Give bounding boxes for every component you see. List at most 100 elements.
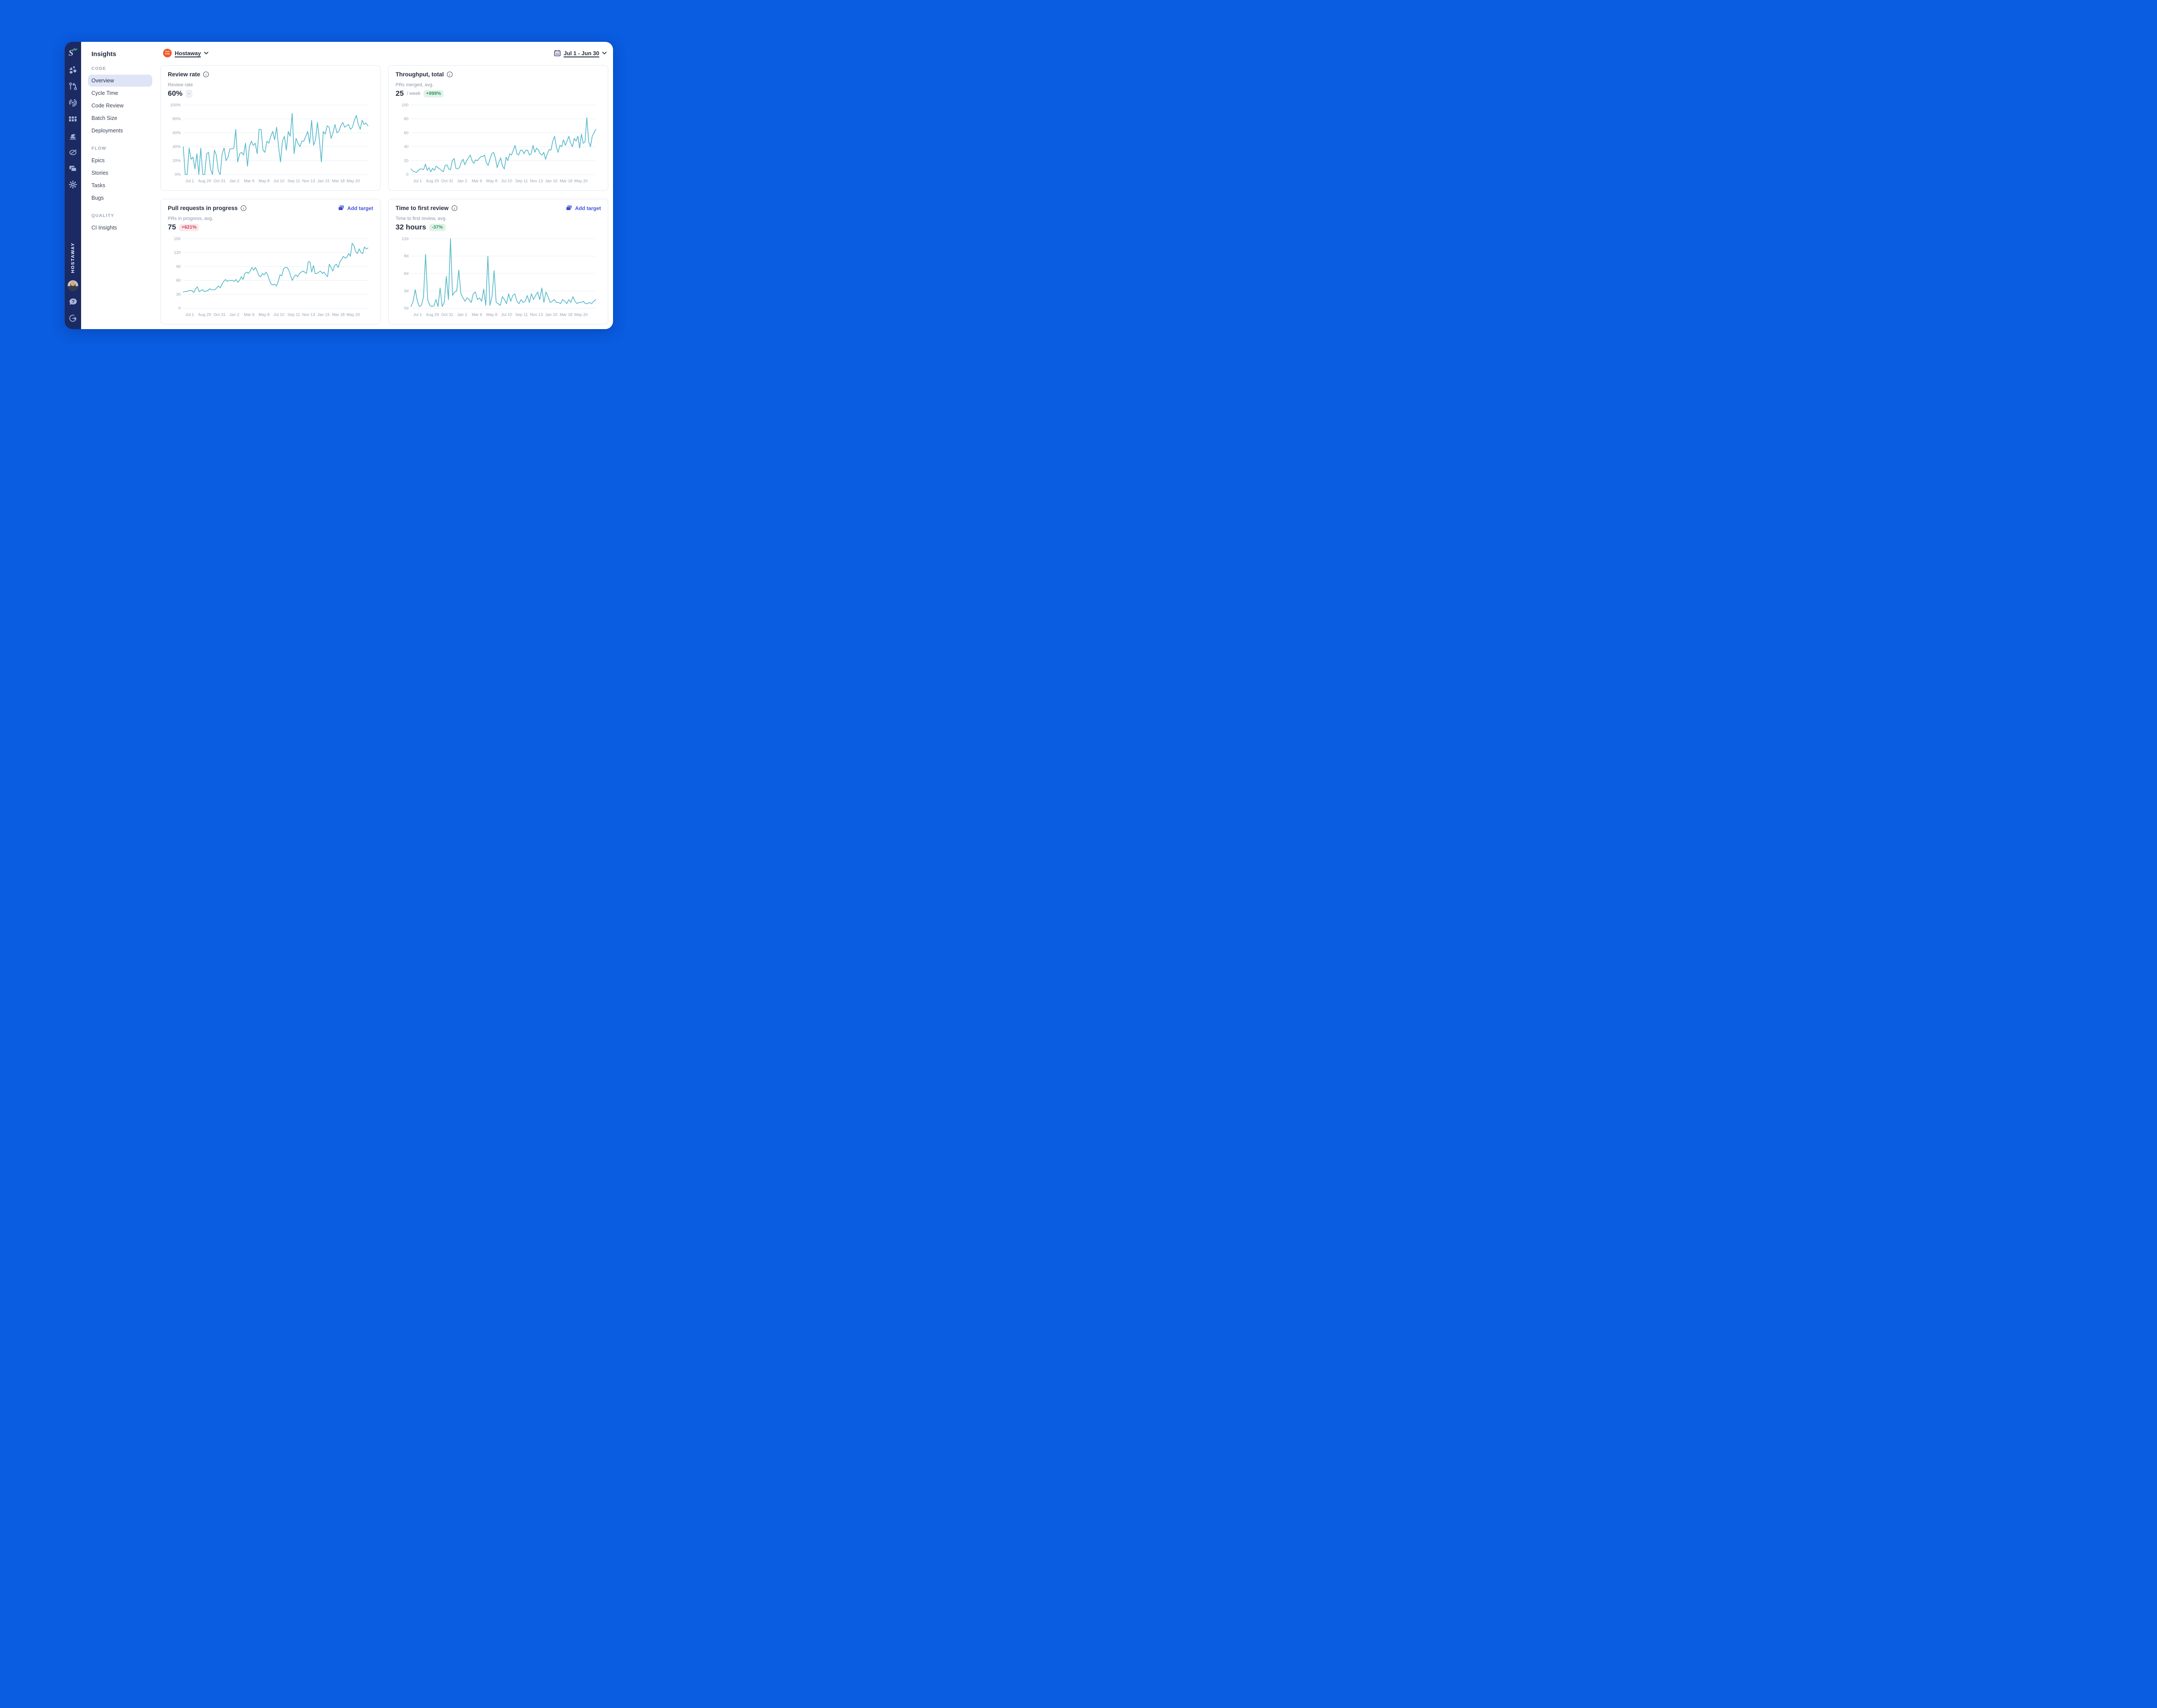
- app-rail: S: [65, 42, 81, 329]
- kanban-columns-icon[interactable]: [67, 113, 79, 125]
- throughput-chart[interactable]: 0 20 40 60 80 100 Jul 1 Aug 29 Oct 31 Jan 2 Mar 6 M…: [396, 100, 601, 187]
- user-avatar[interactable]: [67, 280, 79, 291]
- svg-text:May 8: May 8: [258, 313, 270, 317]
- nav-section-flow: FLOW Epics Stories Tasks Bugs: [81, 146, 157, 204]
- svg-text:0: 0: [179, 306, 181, 311]
- svg-text:Oct 31: Oct 31: [214, 179, 226, 184]
- nav-item-deployments[interactable]: Deployments: [91, 128, 123, 134]
- svg-text:Aug 29: Aug 29: [198, 179, 211, 184]
- svg-text:S: S: [69, 48, 73, 58]
- metric-label: PRs merged, avg.: [396, 82, 434, 88]
- team-picker[interactable]: Host away Hostaway: [163, 49, 208, 57]
- svg-text:6d: 6d: [404, 271, 409, 276]
- add-target-button[interactable]: Add target: [566, 205, 601, 211]
- info-icon[interactable]: i: [446, 72, 453, 77]
- svg-text:Jul 10: Jul 10: [501, 179, 512, 184]
- svg-text:Jan 15: Jan 15: [318, 179, 330, 184]
- ship-icon[interactable]: [67, 130, 79, 141]
- card-title: Time to first review: [396, 205, 449, 211]
- chevron-down-icon: [602, 52, 607, 54]
- card-review-rate: Review rate i Review rate 60% - 0% 20% 40%…: [160, 65, 380, 191]
- stacked-cards-icon[interactable]: [67, 163, 79, 174]
- svg-text:40: 40: [404, 144, 409, 149]
- svg-text:Jul 10: Jul 10: [501, 313, 512, 317]
- svg-text:Jan 15: Jan 15: [318, 313, 330, 317]
- metrics-grid: Review rate i Review rate 60% - 0% 20% 40%…: [160, 65, 608, 324]
- card-title: Review rate: [168, 71, 201, 78]
- svg-text:Mar 18: Mar 18: [332, 313, 345, 317]
- svg-text:Jan 15: Jan 15: [545, 179, 557, 184]
- date-range-picker[interactable]: Jul 1 - Jun 30: [554, 50, 607, 57]
- prs-in-progress-chart[interactable]: 0 30 60 90 120 150 Jul 1 Aug 29 Oct 31 Jan 2 Mar 6…: [168, 234, 373, 320]
- svg-text:Jan 2: Jan 2: [457, 313, 467, 317]
- nav-section-label-code: CODE: [91, 66, 107, 71]
- svg-text:Nov 13: Nov 13: [530, 313, 543, 317]
- add-target-button[interactable]: Add target: [338, 205, 373, 211]
- pull-request-icon[interactable]: [67, 81, 79, 92]
- content-header: Host away Hostaway: [160, 45, 608, 59]
- svg-text:100%: 100%: [170, 103, 181, 107]
- trend-badge: +999%: [423, 90, 444, 97]
- target-flag-icon: [338, 205, 344, 210]
- nav-item-ci-insights[interactable]: CI Insights: [91, 225, 117, 231]
- info-icon[interactable]: i: [241, 205, 247, 211]
- svg-text:20%: 20%: [173, 158, 181, 163]
- logout-icon[interactable]: [67, 313, 79, 324]
- metric-label: Review rate: [168, 82, 193, 88]
- svg-text:Jul 1: Jul 1: [186, 313, 194, 317]
- trend-badge: -: [186, 89, 192, 98]
- nav-item-bugs[interactable]: Bugs: [91, 195, 104, 201]
- time-to-first-review-chart[interactable]: 0d 3d 6d 9d 12d Jul 1 Aug 29 Oct 31 Jan 2 Mar 6 Ma…: [396, 234, 601, 320]
- help-bubble-icon[interactable]: ?: [67, 296, 79, 308]
- nav-item-batch-size[interactable]: Batch Size: [91, 115, 117, 121]
- nav-item-tasks[interactable]: Tasks: [91, 182, 105, 188]
- nav-section-label-quality: QUALITY: [91, 214, 114, 218]
- svg-text:Jan 2: Jan 2: [457, 179, 467, 184]
- swarmia-logo[interactable]: S: [67, 47, 79, 58]
- card-title: Pull requests in progress: [168, 205, 238, 211]
- svg-text:May 20: May 20: [574, 313, 588, 317]
- info-icon[interactable]: i: [203, 72, 209, 77]
- trend-badge: +621%: [179, 223, 199, 231]
- nav-item-overview[interactable]: Overview: [88, 75, 152, 87]
- svg-text:Mar 18: Mar 18: [560, 179, 572, 184]
- review-rate-chart[interactable]: 0% 20% 40% 60% 80% 100% Jul 1 Aug 29 Oct 31 Jan 2…: [168, 100, 373, 187]
- svg-text:Sep 11: Sep 11: [515, 179, 528, 184]
- svg-text:Jul 10: Jul 10: [274, 179, 284, 184]
- svg-text:May 8: May 8: [258, 179, 270, 184]
- settings-gear-icon[interactable]: [67, 179, 79, 190]
- svg-text:Nov 13: Nov 13: [302, 313, 315, 317]
- svg-text:60%: 60%: [173, 131, 181, 135]
- svg-text:Nov 13: Nov 13: [302, 179, 315, 184]
- gauge-icon[interactable]: [67, 146, 79, 157]
- nav-item-cycle-time[interactable]: Cycle Time: [91, 90, 118, 96]
- metric-value: 25: [396, 89, 404, 97]
- svg-text:0: 0: [406, 173, 409, 177]
- metric-value: 32 hours: [396, 223, 426, 231]
- nav-item-epics[interactable]: Epics: [91, 157, 105, 163]
- trend-badge: -37%: [429, 223, 446, 231]
- focus-rings-icon[interactable]: [67, 97, 79, 108]
- svg-text:20: 20: [404, 158, 409, 163]
- svg-text:Jul 1: Jul 1: [186, 179, 194, 184]
- card-prs-in-progress: Pull requests in progress i Add target: [160, 199, 380, 324]
- card-throughput: Throughput, total i PRs merged, avg. 25 …: [388, 65, 608, 191]
- teams-shapes-icon[interactable]: [67, 64, 79, 75]
- page-title: Insights: [91, 50, 116, 58]
- card-title: Throughput, total: [396, 71, 444, 78]
- svg-text:Oct 31: Oct 31: [214, 313, 226, 317]
- nav-section-code: CODE Overview Cycle Time Code Review Bat…: [81, 66, 157, 137]
- svg-text:100: 100: [402, 103, 409, 107]
- nav-item-stories[interactable]: Stories: [91, 170, 108, 176]
- svg-text:80: 80: [404, 117, 409, 122]
- svg-text:Mar 18: Mar 18: [560, 313, 572, 317]
- svg-text:Jul 1: Jul 1: [413, 179, 422, 184]
- page-background: S: [0, 0, 676, 372]
- nav-item-code-review[interactable]: Code Review: [91, 103, 124, 109]
- svg-text:80%: 80%: [173, 117, 181, 122]
- chevron-down-icon: [204, 52, 208, 54]
- svg-text:May 8: May 8: [486, 313, 497, 317]
- main-panel: Insights CODE Overview Cycle Time Code R…: [81, 42, 613, 329]
- metric-label: Time to first review, avg.: [396, 216, 447, 221]
- info-icon[interactable]: i: [451, 205, 457, 211]
